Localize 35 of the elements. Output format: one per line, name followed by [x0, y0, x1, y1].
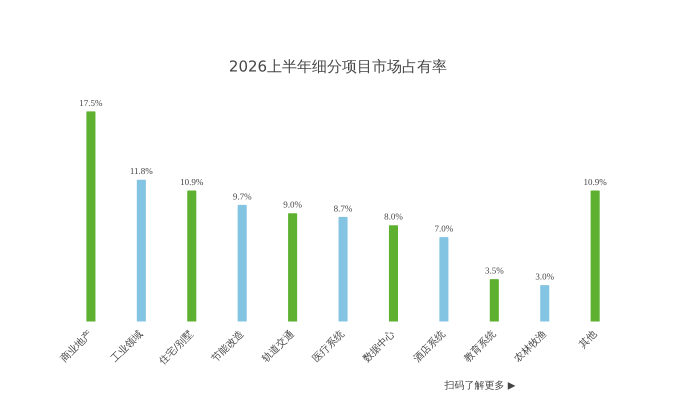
bar: [590, 190, 600, 322]
bar: [238, 204, 247, 322]
data-label: 10.9%: [180, 176, 204, 187]
bar: [439, 237, 448, 322]
bar: [86, 111, 96, 322]
bar: [288, 213, 298, 322]
x-tick-label: 住宅/别墅: [156, 328, 196, 368]
data-label: 9.7%: [232, 191, 252, 202]
x-tick-label: 酒店系统: [411, 328, 448, 365]
x-tick-label: 农林牧渔: [512, 328, 549, 365]
bar: [490, 279, 499, 322]
bar: [338, 216, 348, 322]
bar: [540, 285, 550, 322]
data-label: 7.0%: [434, 224, 454, 234]
x-tick-label: 轨道交通: [260, 328, 297, 365]
data-label: 11.8%: [130, 166, 154, 176]
data-label: 3.0%: [535, 272, 555, 282]
x-tick-label: 节能改造: [209, 328, 246, 365]
data-label: 3.5%: [484, 266, 504, 276]
x-tick-label: 数据中心: [360, 328, 398, 365]
data-label: 8.0%: [384, 212, 404, 222]
chart-title: 2026上半年细分项目市场占有率: [228, 58, 448, 76]
data-label: 10.9%: [584, 176, 608, 187]
data-label: 9.0%: [283, 200, 302, 210]
bar: [388, 225, 398, 322]
x-tick-label: 其他: [576, 328, 600, 351]
x-tick-label: 医疗系统: [310, 328, 347, 365]
text: 扫码了解更多 ▶: [444, 380, 516, 392]
bar: [187, 190, 196, 322]
x-tick-label: 教育系统: [461, 328, 498, 365]
x-tick-label: 商业地产: [58, 328, 95, 365]
data-label: 17.5%: [79, 98, 104, 108]
bar: [136, 180, 146, 322]
data-label: 8.7%: [334, 203, 353, 214]
x-tick-label: 工业领域: [108, 328, 146, 365]
